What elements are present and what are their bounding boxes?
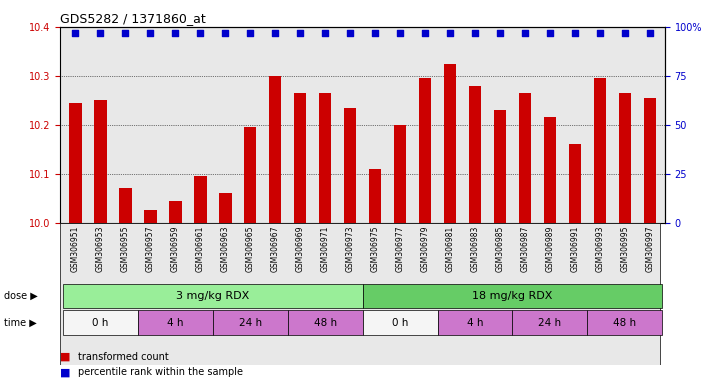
Point [245,30,256,36]
Bar [219,194,232,223]
Bar [513,310,587,334]
Text: GSM306965: GSM306965 [246,225,255,272]
Text: GSM306977: GSM306977 [395,225,405,272]
Text: GSM306987: GSM306987 [520,225,530,272]
Point [344,30,356,36]
Text: 48 h: 48 h [614,318,636,328]
Text: GSM306969: GSM306969 [296,225,305,272]
Text: transformed count: transformed count [78,352,169,362]
Bar [419,78,432,223]
Point [294,30,306,36]
Point [370,30,381,36]
Bar [344,108,356,223]
Bar [69,103,82,223]
Bar [244,127,257,223]
Point [494,30,506,36]
Point [195,30,206,36]
Text: GSM306963: GSM306963 [220,225,230,272]
Point [544,30,555,36]
Point [144,30,156,36]
Bar [363,310,437,334]
Text: ■: ■ [60,352,71,362]
Text: GSM306973: GSM306973 [346,225,355,272]
Bar [493,110,506,223]
Text: GSM306967: GSM306967 [271,225,279,272]
Text: percentile rank within the sample: percentile rank within the sample [78,367,243,377]
Text: 4 h: 4 h [167,318,183,328]
Point [644,30,656,36]
Bar [619,93,631,223]
Bar [269,76,282,223]
Text: GSM306985: GSM306985 [496,225,505,272]
Text: GSM306993: GSM306993 [595,225,604,272]
Bar [144,210,156,223]
Text: 18 mg/kg RDX: 18 mg/kg RDX [472,291,552,301]
Point [519,30,530,36]
Text: ■: ■ [60,367,71,377]
Bar [587,310,662,334]
Text: 0 h: 0 h [92,318,109,328]
Text: GSM306981: GSM306981 [446,225,454,272]
Text: GSM306989: GSM306989 [545,225,555,272]
Bar [319,93,331,223]
Bar [394,125,406,223]
Text: 4 h: 4 h [466,318,483,328]
Text: GSM306997: GSM306997 [646,225,654,272]
Text: GSM306957: GSM306957 [146,225,155,272]
Bar [519,93,531,223]
Bar [369,169,381,223]
Bar [138,310,213,334]
Text: GSM306983: GSM306983 [471,225,479,272]
Point [469,30,481,36]
Bar [594,78,606,223]
Bar [94,100,107,223]
Bar [63,283,363,308]
Point [619,30,631,36]
Bar [544,118,556,223]
Point [594,30,606,36]
Point [444,30,456,36]
Text: 48 h: 48 h [314,318,337,328]
Text: GSM306975: GSM306975 [370,225,380,272]
Bar [119,189,132,223]
Text: dose ▶: dose ▶ [4,291,37,301]
Point [220,30,231,36]
Text: GSM306951: GSM306951 [71,225,80,272]
Text: 3 mg/kg RDX: 3 mg/kg RDX [176,291,250,301]
Text: GSM306991: GSM306991 [570,225,579,272]
Bar [63,310,138,334]
Point [269,30,281,36]
Point [570,30,581,36]
Bar [294,93,306,223]
Bar [437,310,513,334]
Text: 24 h: 24 h [538,318,562,328]
Text: GSM306971: GSM306971 [321,225,330,272]
Bar [569,144,581,223]
Point [170,30,181,36]
Point [419,30,431,36]
Text: time ▶: time ▶ [4,318,36,328]
Text: GSM306955: GSM306955 [121,225,130,272]
Bar [444,64,456,223]
Bar [288,310,363,334]
Bar [169,201,181,223]
Point [95,30,106,36]
Point [70,30,81,36]
Bar [643,98,656,223]
Text: GSM306961: GSM306961 [196,225,205,272]
Text: 0 h: 0 h [392,318,408,328]
Text: GDS5282 / 1371860_at: GDS5282 / 1371860_at [60,12,206,25]
Text: 24 h: 24 h [239,318,262,328]
Point [319,30,331,36]
Point [395,30,406,36]
Bar [363,283,662,308]
Bar [194,176,206,223]
Text: GSM306959: GSM306959 [171,225,180,272]
Text: GSM306995: GSM306995 [620,225,629,272]
Text: GSM306953: GSM306953 [96,225,105,272]
Point [119,30,131,36]
Bar [469,86,481,223]
Bar [213,310,288,334]
Text: GSM306979: GSM306979 [420,225,429,272]
